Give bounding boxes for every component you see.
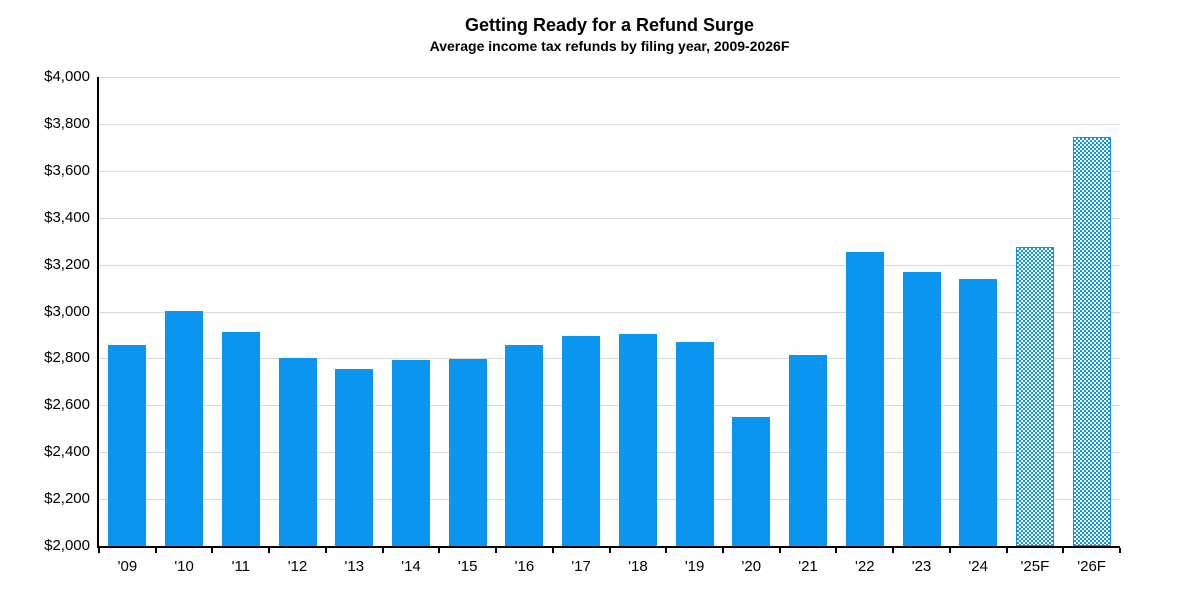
- gridline-3600: [99, 170, 1120, 172]
- chart-header: Getting Ready for a Refund Surge Average…: [99, 14, 1120, 55]
- x-axis-tick-15: [948, 548, 951, 553]
- bar-14: [392, 360, 430, 546]
- x-tick-label-09: '09: [117, 558, 138, 575]
- x-axis-tick-14: [892, 548, 895, 553]
- gridline-2400: [99, 452, 1120, 454]
- x-axis-tick-3: [268, 548, 271, 553]
- bar-25f: [1015, 247, 1054, 546]
- x-tick-label-14: '14: [401, 558, 421, 575]
- x-axis-tick-9: [608, 548, 611, 553]
- x-axis-tick-7: [495, 548, 498, 553]
- x-tick-label-21: '21: [798, 558, 818, 575]
- bar-26f: [1072, 137, 1111, 546]
- x-axis-tick-17: [1062, 548, 1065, 553]
- chart-subtitle: Average income tax refunds by filing yea…: [429, 37, 790, 54]
- x-tick-label-22: '22: [855, 558, 875, 575]
- bar-17: [562, 336, 601, 546]
- x-tick-label-15: '15: [457, 558, 478, 575]
- y-axis-line: [97, 77, 99, 548]
- x-tick-label-23: '23: [911, 558, 932, 575]
- x-axis-tick-0: [98, 548, 100, 553]
- chart-title: Getting Ready for a Refund Surge: [464, 15, 755, 35]
- bar-18: [618, 333, 657, 546]
- y-tick-label-2000: $2,000: [44, 537, 90, 554]
- x-axis-tick-2: [211, 548, 214, 553]
- x-axis-tick-4: [324, 548, 327, 553]
- x-axis-tick-11: [721, 548, 724, 553]
- bar-19: [675, 342, 714, 546]
- x-axis-tick-13: [835, 548, 838, 553]
- x-tick-label-25f: '25F: [1020, 558, 1050, 575]
- x-axis-tick-1: [154, 548, 157, 553]
- y-tick-label-3600: $3,600: [44, 161, 90, 179]
- bar-21: [789, 354, 827, 546]
- gridline-3200: [99, 264, 1120, 266]
- x-tick-label-26f: '26F: [1077, 558, 1106, 575]
- bar-11: [221, 331, 260, 546]
- x-tick-label-10: '10: [174, 558, 194, 575]
- bar-24: [959, 279, 998, 546]
- y-tick-label-3800: $3,800: [44, 114, 90, 132]
- plot-area: $2,000 $2,200 $2,400 $2,600 $2,800 $3,000 $3,2…: [44, 68, 1121, 575]
- y-tick-label-3000: $3,000: [44, 302, 90, 320]
- bar-13: [335, 369, 374, 546]
- gridline-3800: [99, 123, 1120, 125]
- x-tick-label-20: '20: [741, 558, 762, 575]
- gridline-3000: [99, 311, 1120, 313]
- x-axis-tick-6: [438, 548, 441, 553]
- y-tick-label-3200: $3,200: [44, 255, 90, 273]
- gridline-4000: [99, 77, 1120, 78]
- x-axis-tick-10: [665, 548, 668, 553]
- bar-12: [278, 357, 317, 546]
- y-axis-labels: $2,000 $2,200 $2,400 $2,600 $2,800 $3,000 $3,2…: [20, 68, 90, 554]
- bar-09: [108, 344, 147, 546]
- gridline-2600: [99, 405, 1120, 407]
- y-tick-label-4000: $4,000: [44, 68, 90, 85]
- bar-22: [845, 252, 884, 546]
- x-tick-label-17: '17: [571, 558, 591, 575]
- y-tick-label-2400: $2,400: [44, 443, 90, 461]
- y-tick-label-2200: $2,200: [44, 490, 90, 508]
- gridline-2200: [99, 499, 1120, 501]
- x-tick-label-16: '16: [514, 558, 535, 575]
- bar-20: [732, 417, 771, 546]
- x-axis-line: [97, 546, 1120, 548]
- y-tick-label-2600: $2,600: [44, 396, 90, 414]
- x-tick-label-13: '13: [344, 558, 365, 575]
- y-tick-label-3400: $3,400: [44, 208, 90, 226]
- bar-23: [902, 272, 941, 546]
- x-tick-label-12: '12: [287, 558, 308, 575]
- gridline-2800: [99, 358, 1120, 360]
- x-axis-tick-12: [778, 548, 781, 553]
- x-tick-label-19: '19: [684, 558, 705, 575]
- x-axis-tick-18: [1119, 548, 1121, 553]
- x-tick-label-11: '11: [231, 558, 251, 575]
- y-tick-label-2800: $2,800: [44, 349, 90, 367]
- x-axis-tick-8: [551, 548, 554, 553]
- bar-15: [448, 359, 487, 546]
- x-tick-label-18: '18: [628, 558, 648, 575]
- bar-16: [505, 345, 544, 546]
- gridline-3400: [99, 217, 1120, 219]
- x-axis-tick-5: [381, 548, 384, 553]
- x-tick-label-24: '24: [968, 558, 988, 575]
- x-axis-tick-16: [1005, 548, 1008, 553]
- bar-10: [165, 310, 204, 546]
